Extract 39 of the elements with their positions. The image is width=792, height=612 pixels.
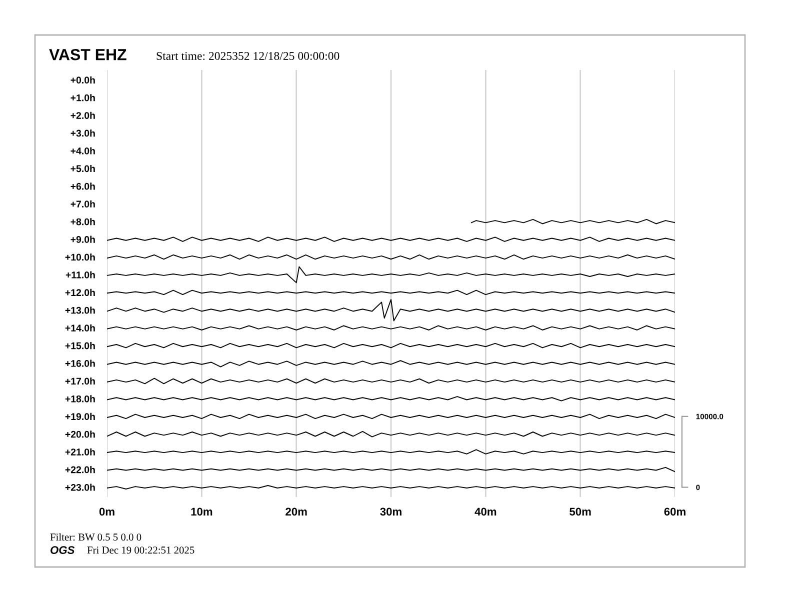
y-tick-label: +13.0h <box>65 306 95 314</box>
y-tick-label: +14.0h <box>65 324 95 332</box>
chart-subtitle: Start time: 2025352 12/18/25 00:00:00 <box>156 52 340 60</box>
x-tick-label: 40m <box>474 508 496 516</box>
x-tick-label: 50m <box>570 508 591 516</box>
y-tick-label: +5.0h <box>70 164 95 172</box>
y-tick-label: +3.0h <box>70 130 95 137</box>
y-tick-label: +15.0h <box>65 342 95 350</box>
x-tick-label: 30m <box>380 508 402 516</box>
y-tick-label: +8.0h <box>70 218 95 226</box>
y-tick-label: +10.0h <box>65 254 95 261</box>
x-tick-label: 10m <box>191 508 212 516</box>
y-tick-label: +4.0h <box>70 147 95 154</box>
chart-title: VAST EHZ <box>49 48 126 60</box>
y-tick-label: +6.0h <box>70 182 95 190</box>
x-tick-label: 20m <box>286 508 307 516</box>
line-series <box>107 360 675 368</box>
y-tick-label: +11.0h <box>66 271 95 278</box>
y-tick-label: +7.0h <box>70 200 95 208</box>
text: Filter: BW 0.5 5 0.0 0 <box>50 533 142 541</box>
y-tick-label: +17.0h <box>65 377 95 385</box>
y-tick-label: +23.0h <box>65 484 95 491</box>
y-tick-label: +18.0h <box>65 395 95 402</box>
y-tick-label: +0.0h <box>70 76 95 84</box>
y-tick-label: +16.0h <box>65 360 95 367</box>
y-tick-label: +20.0h <box>65 430 95 438</box>
line-series <box>107 299 675 322</box>
y-tick-label: +1.0h <box>70 94 95 102</box>
y-tick-label: +12.0h <box>65 288 95 296</box>
x-tick-label: 0m <box>99 508 114 516</box>
text: OGS <box>50 546 75 554</box>
y-tick-label: +2.0h <box>70 112 95 119</box>
y-tick-label: +22.0h <box>65 466 95 474</box>
x-tick-label: 60m <box>664 508 686 516</box>
text: Fri Dec 19 00:22:51 2025 <box>87 546 194 554</box>
line-series <box>107 266 675 284</box>
y-tick-label: +19.0h <box>65 412 95 420</box>
y-tick-label: +21.0h <box>65 448 95 456</box>
y-tick-label: +9.0h <box>70 236 95 243</box>
